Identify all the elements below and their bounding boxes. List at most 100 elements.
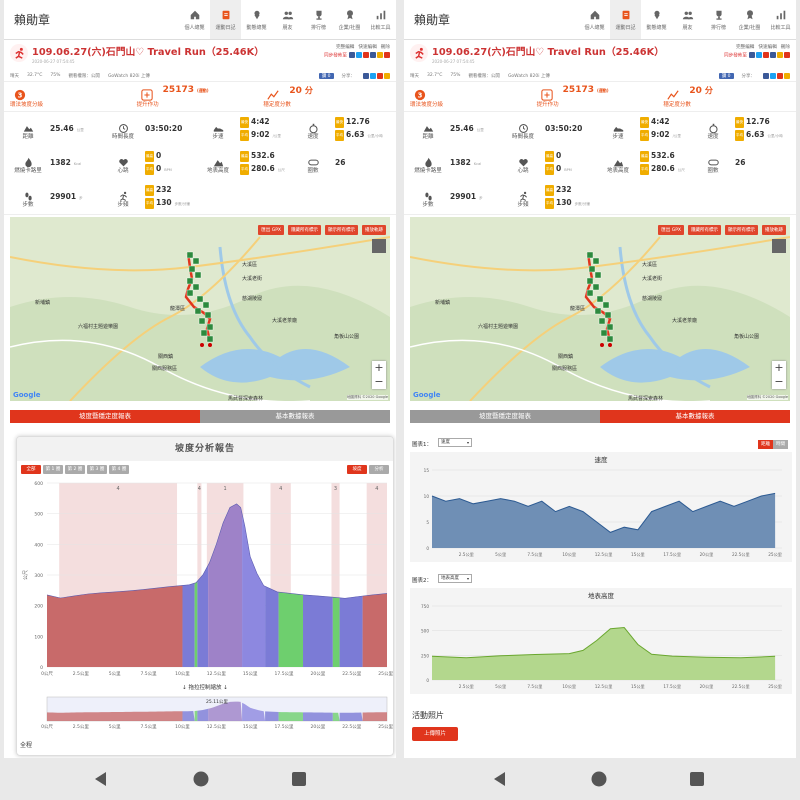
- share-icon[interactable]: [770, 72, 776, 79]
- report-tab-1[interactable]: 坡度暨穩定度報表: [10, 410, 200, 423]
- activity-link-3[interactable]: 刪除: [380, 45, 390, 50]
- km-marker[interactable]: [206, 323, 214, 331]
- lap-chip-4[interactable]: 第 4 圈: [109, 465, 129, 474]
- km-marker[interactable]: [586, 251, 594, 259]
- home-icon[interactable]: [590, 770, 608, 788]
- share-icon[interactable]: [377, 72, 383, 79]
- km-marker[interactable]: [606, 323, 614, 331]
- activity-link-2[interactable]: 快速編輯: [358, 45, 377, 50]
- share-icon[interactable]: [763, 72, 769, 79]
- like-button[interactable]: 讚 0: [718, 72, 734, 79]
- km-marker[interactable]: [592, 257, 600, 265]
- activity-link-3[interactable]: 刪除: [780, 45, 790, 50]
- km-marker[interactable]: [204, 311, 212, 319]
- km-marker[interactable]: [194, 271, 202, 279]
- nav-tab-6[interactable]: 企業/社團: [734, 0, 765, 39]
- share-icon[interactable]: [370, 52, 376, 58]
- share-icon[interactable]: [777, 72, 783, 79]
- map-button-2[interactable]: 隱藏所有標示: [288, 225, 321, 235]
- share-icon[interactable]: [756, 52, 762, 58]
- activity-link-1[interactable]: 完整編輯: [736, 45, 755, 50]
- map-button-3[interactable]: 顯示所有標示: [725, 225, 758, 235]
- fullscreen-icon[interactable]: [772, 239, 786, 253]
- report-tab-2[interactable]: 基本數據報表: [200, 410, 390, 423]
- share-icon[interactable]: [770, 52, 776, 58]
- axis-toggle-1[interactable]: 距離: [758, 440, 773, 449]
- km-marker[interactable]: [200, 329, 208, 337]
- share-icon[interactable]: [349, 52, 355, 58]
- back-icon[interactable]: [491, 770, 509, 788]
- fullscreen-icon[interactable]: [372, 239, 386, 253]
- km-marker[interactable]: [192, 283, 200, 291]
- km-marker[interactable]: [602, 301, 610, 309]
- nav-tab-2[interactable]: 運動日記: [610, 0, 641, 39]
- map-button-1[interactable]: 匯出 GPX: [658, 225, 684, 235]
- metric-select[interactable]: 速度 ▾: [438, 438, 472, 447]
- km-marker[interactable]: [194, 307, 202, 315]
- nav-tab-7[interactable]: 比較工具: [365, 0, 396, 39]
- report-tab-1[interactable]: 坡度暨穩定度報表: [410, 410, 600, 423]
- km-marker[interactable]: [188, 265, 196, 273]
- nav-tab-1[interactable]: 個人總覽: [579, 0, 610, 39]
- activity-title[interactable]: 109.06.27(六)石門山♡ Travel Run（25.46K）: [32, 47, 265, 58]
- map-button-3[interactable]: 顯示所有標示: [325, 225, 358, 235]
- plot-area[interactable]: 速度 0 5 10 15 2.5公里 5公里 7.5公里 10公里 12.5公里 15公里 17.5公…: [410, 452, 792, 562]
- km-marker[interactable]: [594, 307, 602, 315]
- recents-icon[interactable]: [290, 770, 308, 788]
- nav-tab-1[interactable]: 個人總覽: [179, 0, 210, 39]
- axis-toggle-2[interactable]: 時間: [773, 440, 788, 449]
- share-icon[interactable]: [363, 72, 369, 79]
- lap-chip-0[interactable]: 全部: [21, 465, 41, 474]
- share-icon[interactable]: [370, 72, 376, 79]
- nav-tab-6[interactable]: 企業/社團: [334, 0, 365, 39]
- share-icon[interactable]: [749, 52, 755, 58]
- lap-chip-2[interactable]: 第 2 圈: [65, 465, 85, 474]
- share-icon[interactable]: [363, 52, 369, 58]
- zoom-out-button[interactable]: −: [374, 375, 384, 388]
- map-button-1[interactable]: 匯出 GPX: [258, 225, 284, 235]
- km-marker[interactable]: [600, 329, 608, 337]
- km-marker[interactable]: [186, 289, 194, 297]
- km-marker[interactable]: [186, 251, 194, 259]
- km-marker[interactable]: [588, 265, 596, 273]
- share-icon[interactable]: [784, 72, 790, 79]
- view-chip-0[interactable]: 坡度: [347, 465, 367, 474]
- km-marker[interactable]: [198, 317, 206, 325]
- share-icon[interactable]: [384, 72, 390, 79]
- upload-photo-button[interactable]: 上傳照片: [412, 727, 458, 741]
- km-marker[interactable]: [592, 283, 600, 291]
- activity-title[interactable]: 109.06.27(六)石門山♡ Travel Run（25.46K）: [432, 47, 665, 58]
- km-marker[interactable]: [604, 311, 612, 319]
- zoom-out-button[interactable]: −: [774, 375, 784, 388]
- km-marker[interactable]: [586, 277, 594, 285]
- nav-tab-5[interactable]: 排行榜: [703, 0, 734, 39]
- activity-link-1[interactable]: 完整編輯: [336, 45, 355, 50]
- report-tab-2[interactable]: 基本數據報表: [600, 410, 790, 423]
- nav-tab-4[interactable]: 朋友: [272, 0, 303, 39]
- metric-select[interactable]: 地表高度 ▾: [438, 574, 472, 583]
- km-marker[interactable]: [598, 317, 606, 325]
- zoom-in-button[interactable]: +: [774, 361, 784, 374]
- share-icon[interactable]: [763, 52, 769, 58]
- lap-chip-1[interactable]: 第 1 圈: [43, 465, 63, 474]
- nav-tab-7[interactable]: 比較工具: [765, 0, 796, 39]
- recents-icon[interactable]: [688, 770, 706, 788]
- nav-tab-4[interactable]: 朋友: [672, 0, 703, 39]
- lap-chip-3[interactable]: 第 3 圈: [87, 465, 107, 474]
- route-map[interactable]: 大溪區 大溪老街 慈湖陵寢 大溪老茶廠 新埔鎮 龍潭區 角板山公園 關西鎮 六福村主題遊樂園 關西…: [10, 217, 390, 401]
- share-icon[interactable]: [356, 52, 362, 58]
- zoom-in-button[interactable]: +: [374, 361, 384, 374]
- share-icon[interactable]: [784, 52, 790, 58]
- share-icon[interactable]: [777, 52, 783, 58]
- map-button-4[interactable]: 播放軌跡: [362, 225, 386, 235]
- activity-link-2[interactable]: 快速編輯: [758, 45, 777, 50]
- km-marker[interactable]: [586, 289, 594, 297]
- view-chip-1[interactable]: 分析: [369, 465, 389, 474]
- range-navigator[interactable]: 25.11公里 0公尺 2.5公里 5公里 7.5公里 10公里 12.5公里 15公里 17.…: [17, 693, 394, 731]
- nav-tab-3[interactable]: 動態總覽: [641, 0, 672, 39]
- share-icon[interactable]: [377, 52, 383, 58]
- home-icon[interactable]: [192, 770, 210, 788]
- km-marker[interactable]: [206, 335, 214, 343]
- km-marker[interactable]: [192, 257, 200, 265]
- km-marker[interactable]: [202, 301, 210, 309]
